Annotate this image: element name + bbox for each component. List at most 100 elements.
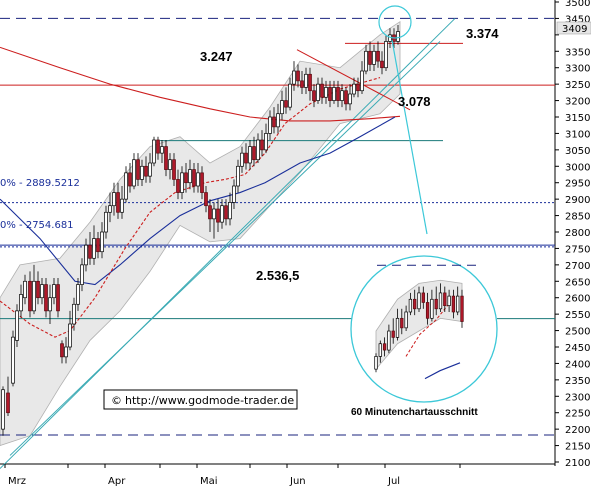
bollinger-band <box>0 20 401 446</box>
fib-label-2: 0% - 2754.681 <box>0 220 74 231</box>
trendlines <box>0 18 456 469</box>
candle-body <box>176 179 180 193</box>
candle-body <box>408 298 413 313</box>
candle-body <box>256 139 260 161</box>
candle-body <box>128 172 132 187</box>
candle-body <box>48 297 52 312</box>
candle-body <box>188 169 192 184</box>
y-tick-label: 2950 <box>565 179 590 190</box>
y-tick-label: 2800 <box>565 228 590 239</box>
candle-body <box>447 295 451 306</box>
candle-body <box>332 87 336 101</box>
current-price-box <box>556 21 591 35</box>
candle-body <box>204 192 208 207</box>
candle-body <box>395 317 400 338</box>
candle-body <box>208 205 212 220</box>
candle-body <box>292 70 296 85</box>
candle-body <box>216 208 220 223</box>
candle-body <box>252 146 256 161</box>
candle-body <box>220 205 224 223</box>
candle-body <box>374 356 378 370</box>
y-tick-label: 2450 <box>565 343 590 354</box>
candle-body <box>456 295 460 313</box>
annotation-2536: 2.536,5 <box>256 268 299 283</box>
y-tick-label: 3200 <box>565 97 590 108</box>
candle-body <box>72 303 76 325</box>
candle-body <box>23 280 27 299</box>
candle-body <box>100 231 104 253</box>
y-tick-label: 2850 <box>565 212 590 223</box>
highlight-circle <box>378 5 412 39</box>
y-tick-label: 3350 <box>565 47 590 58</box>
x-tick-label: Jul <box>387 476 400 487</box>
candle-body <box>413 298 417 310</box>
y-tick-label: 2350 <box>565 376 590 387</box>
candle-body <box>425 302 430 319</box>
fib-label-1: 0% - 2889.5212 <box>0 178 80 189</box>
annotation-3078: 3.078 <box>398 94 431 109</box>
y-tick-label: 2200 <box>565 425 590 436</box>
candle-body <box>296 70 300 82</box>
candle-body <box>236 165 240 187</box>
x-tick-label: Jun <box>289 476 306 487</box>
candle-body <box>136 159 140 180</box>
candle-body <box>328 87 332 101</box>
candle-body <box>200 172 204 193</box>
candle-body <box>36 280 40 299</box>
candle-body <box>228 202 232 220</box>
candle-body <box>32 280 36 312</box>
y-tick-label: 3300 <box>565 64 590 75</box>
candle-body <box>168 159 172 170</box>
candle-body <box>438 292 443 310</box>
candle-body <box>104 211 108 233</box>
x-axis-ticks: Mrz Apr Mai Jun Jul <box>4 464 461 487</box>
candle-body <box>232 185 236 203</box>
candle-body <box>240 152 244 167</box>
candle-body <box>382 343 387 351</box>
candle-body <box>300 80 304 88</box>
x-tick-label: Mrz <box>8 476 26 487</box>
candle-body <box>368 50 372 65</box>
candle-body <box>344 90 348 105</box>
candle-body <box>140 165 144 180</box>
y-tick-label: 2150 <box>565 442 590 453</box>
candle-body <box>144 165 148 177</box>
y-axis-ticks: 3500 3450 3350 3300 3250 3200 3150 3100 3050 3000… <box>555 0 590 469</box>
candle-body <box>276 113 280 128</box>
candle-body <box>52 284 56 299</box>
candle-body <box>108 205 112 213</box>
candle-body <box>316 83 320 101</box>
candle-body <box>15 310 19 341</box>
y-tick-label: 2300 <box>565 392 590 403</box>
candle-body <box>288 83 292 108</box>
candle-body <box>364 50 368 72</box>
candle-body <box>180 172 184 193</box>
candle-body <box>324 87 328 98</box>
candle-body <box>360 70 364 92</box>
candle-body <box>244 152 248 164</box>
y-tick-label: 2600 <box>565 294 590 305</box>
inset-moving-average-red <box>405 302 451 357</box>
candle-body <box>336 87 340 101</box>
candle-body <box>376 50 380 62</box>
candle-body <box>76 284 80 305</box>
candle-body <box>372 50 376 65</box>
candle-body <box>272 116 276 128</box>
candle-body <box>64 346 68 358</box>
y-tick-label: 3450 <box>565 14 590 25</box>
candle-body <box>434 298 438 310</box>
candle-body <box>264 133 268 151</box>
y-tick-label: 2100 <box>565 458 590 469</box>
candle-body <box>320 83 324 98</box>
candle-body <box>88 244 92 259</box>
candle-body <box>284 100 288 108</box>
candle-body <box>172 159 176 180</box>
candle-body <box>384 41 388 69</box>
y-tick-label: 3100 <box>565 129 590 140</box>
candle-body <box>443 292 447 306</box>
trendline-support-lower <box>9 41 441 456</box>
trendline-resistance <box>296 49 411 111</box>
y-tick-label: 2400 <box>565 359 590 370</box>
current-price-label: 3409 <box>562 24 587 35</box>
